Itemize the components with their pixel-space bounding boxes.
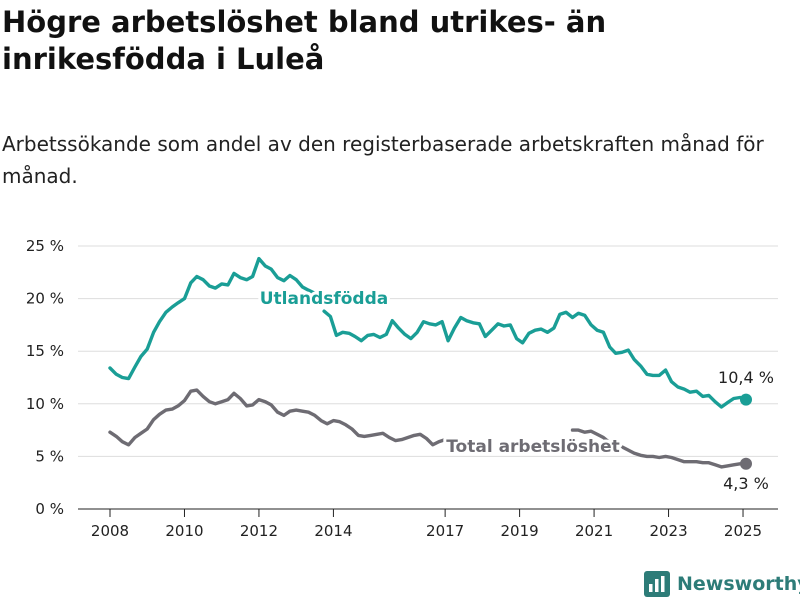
y-tick-label: 10 % bbox=[26, 395, 64, 413]
x-tick-label: 2014 bbox=[314, 522, 352, 540]
series-end-point bbox=[740, 457, 752, 470]
series-label-utlandsfodda: Utlandsfödda bbox=[260, 289, 389, 309]
chart-title: Högre arbetslöshet bland utrikes- än inr… bbox=[2, 5, 607, 76]
chart-subtitle: Arbetssökande som andel av den registerb… bbox=[2, 132, 764, 188]
x-tick-label: 2008 bbox=[91, 522, 129, 540]
series bbox=[108, 256, 752, 470]
x-tick-label: 2012 bbox=[240, 522, 278, 540]
x-axis-ticks: 2008 2010 2012 2014 2017 2019 2021 2023 2025 bbox=[91, 509, 762, 540]
x-tick-label: 2025 bbox=[724, 522, 762, 540]
y-axis-ticks: 0 % 5 % 10 % 15 % 20 % 25 % bbox=[26, 237, 64, 518]
gridlines bbox=[78, 245, 778, 457]
x-tick-label: 2021 bbox=[575, 522, 613, 540]
y-tick-label: 20 % bbox=[26, 290, 64, 308]
y-tick-label: 0 % bbox=[35, 500, 64, 518]
series-labels: Utlandsfödda Total arbetslöshet 10,4 % 4… bbox=[257, 286, 774, 493]
series-line-total bbox=[108, 388, 748, 469]
series-end-point bbox=[740, 393, 752, 406]
brand-logo: Newsworthy bbox=[644, 568, 800, 600]
y-tick-label: 25 % bbox=[26, 237, 64, 255]
y-tick-label: 5 % bbox=[35, 447, 64, 465]
end-value-utlandsfodda: 10,4 % bbox=[718, 368, 774, 387]
x-tick-label: 2010 bbox=[165, 522, 203, 540]
brand-name: Newsworthy bbox=[677, 573, 800, 595]
x-tick-label: 2019 bbox=[501, 522, 539, 540]
x-tick-label: 2017 bbox=[426, 522, 464, 540]
x-tick-label: 2023 bbox=[649, 522, 687, 540]
bar-chart-logo-icon bbox=[644, 571, 670, 597]
series-line-utlandsfodda bbox=[108, 256, 748, 409]
y-tick-label: 15 % bbox=[26, 342, 64, 360]
series-label-total: Total arbetslöshet bbox=[446, 437, 620, 457]
end-value-total: 4,3 % bbox=[723, 474, 769, 493]
